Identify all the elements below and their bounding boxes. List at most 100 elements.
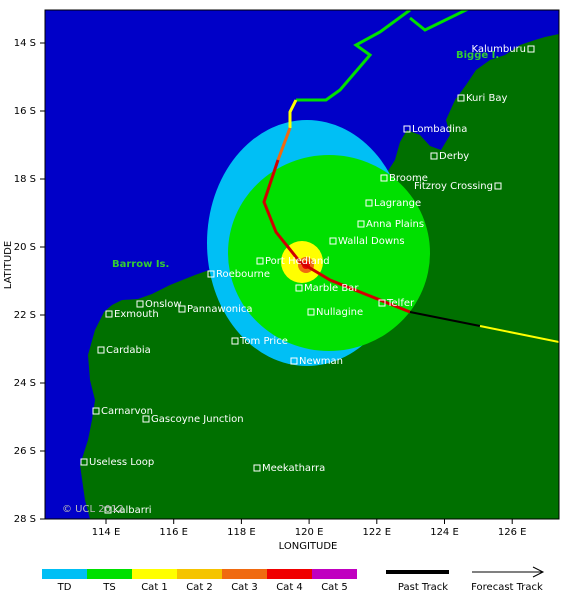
- legend-swatch: [132, 569, 177, 579]
- y-axis-label: LATITUDE: [3, 241, 14, 289]
- legend: TD TS Cat 1 Cat 2 Cat 3 Cat 4 Cat 5 Past Track F…: [42, 566, 545, 593]
- legend-label: Cat 2: [186, 582, 213, 593]
- x-tick-label: 124 E: [430, 527, 459, 538]
- legend-swatch: [177, 569, 222, 579]
- place-label: Wallal Downs: [338, 236, 405, 247]
- place-marker: [380, 174, 388, 182]
- place-marker: [92, 407, 100, 415]
- legend-label: Forecast Track: [471, 582, 543, 593]
- place-label: Carnarvon: [101, 406, 153, 417]
- y-tick-label: 20 S: [14, 242, 36, 253]
- x-tick-label: 118 E: [227, 527, 256, 538]
- place-label: Anna Plains: [366, 219, 424, 230]
- track-forecast: [479, 325, 559, 343]
- place-label: Meekatharra: [262, 463, 325, 474]
- forecast-arrow-head: [532, 566, 545, 578]
- place-marker: [207, 270, 215, 278]
- place-marker: [329, 237, 337, 245]
- place-marker: [105, 310, 113, 318]
- place-marker: [178, 305, 186, 313]
- place-label: Gascoyne Junction: [151, 414, 244, 425]
- place-marker: [97, 346, 105, 354]
- legend-swatch: [267, 569, 312, 579]
- place-label: Newman: [299, 356, 343, 367]
- y-tick-label: 18 S: [14, 174, 36, 185]
- place-marker: [307, 308, 315, 316]
- place-marker: [290, 357, 298, 365]
- place-label: Fitzroy Crossing: [414, 181, 493, 192]
- place-marker: [80, 458, 88, 466]
- island-label: Barrow Is.: [112, 259, 169, 270]
- legend-label: Past Track: [398, 582, 448, 593]
- place-marker: [357, 220, 365, 228]
- place-label: Onslow: [145, 299, 182, 310]
- place-marker: [378, 299, 386, 307]
- place-label: Telfer: [386, 298, 415, 309]
- y-tick-label: 22 S: [14, 310, 36, 321]
- legend-label: TS: [102, 582, 115, 593]
- ts-wind-radius: [228, 155, 430, 351]
- y-tick-label: 16 S: [14, 106, 36, 117]
- legend-label: Cat 1: [141, 582, 168, 593]
- place-label: Derby: [439, 151, 469, 162]
- place-label: Cardabia: [106, 345, 151, 356]
- place-marker: [253, 464, 261, 472]
- place-marker: [104, 506, 112, 514]
- track-cat3: [276, 127, 292, 161]
- place-marker: [494, 182, 502, 190]
- x-axis-label: LONGITUDE: [279, 541, 338, 552]
- place-marker: [365, 199, 373, 207]
- map-frame: [44, 9, 560, 520]
- legend-label: Cat 5: [321, 582, 348, 593]
- track-ts: [409, 10, 470, 32]
- legend-swatch: [87, 569, 132, 579]
- place-label: Tom Price: [239, 336, 288, 347]
- island-label: Bigge I.: [456, 50, 499, 61]
- place-marker: [295, 284, 303, 292]
- track-cat4: [262, 159, 411, 314]
- place-label: Lagrange: [374, 198, 421, 209]
- legend-swatch: [42, 569, 87, 579]
- place-marker: [142, 415, 150, 423]
- places: Kalumburu Kuri Bay Lombadina Derby BroomeFit…: [62, 44, 535, 516]
- place-marker: [256, 257, 264, 265]
- x-tick-label: 116 E: [159, 527, 188, 538]
- place-label: Marble Bar: [304, 283, 359, 294]
- place-marker: [231, 337, 239, 345]
- y-tick-label: 24 S: [14, 378, 36, 389]
- place-label: Roebourne: [216, 269, 270, 280]
- y-tick-label: 28 S: [14, 514, 36, 525]
- legend-label: Cat 3: [231, 582, 258, 593]
- map: Kalumburu Kuri Bay Lombadina Derby BroomeFit…: [45, 10, 559, 519]
- legend-swatch: [312, 569, 357, 579]
- y-tick-label: 14 S: [14, 38, 36, 49]
- place-marker: [527, 45, 535, 53]
- place-label: Kuri Bay: [466, 93, 507, 104]
- place-marker: [430, 152, 438, 160]
- x-tick-label: 114 E: [92, 527, 121, 538]
- y-tick-label: 26 S: [14, 446, 36, 457]
- copyright: © UCL 2012: [62, 504, 124, 515]
- legend-label: Cat 4: [276, 582, 303, 593]
- place-label: Exmouth: [114, 309, 159, 320]
- place-marker: [457, 94, 465, 102]
- place-label: Pannawonica: [187, 304, 253, 315]
- place-label: Nullagine: [316, 307, 363, 318]
- track-ts: [296, 10, 411, 102]
- legend-label: TD: [57, 582, 72, 593]
- place-label: Port Hedland: [265, 256, 330, 267]
- x-tick-label: 120 E: [295, 527, 324, 538]
- place-marker: [403, 125, 411, 133]
- place-label: Useless Loop: [89, 457, 154, 468]
- place-label: Lombadina: [412, 124, 467, 135]
- legend-swatch: [222, 569, 267, 579]
- place-label: Broome: [389, 173, 428, 184]
- x-tick-label: 122 E: [363, 527, 392, 538]
- track-cat1: [288, 99, 298, 128]
- place-marker: [136, 300, 144, 308]
- place-label: Kalbarri: [113, 505, 152, 516]
- track-forecast: [409, 311, 481, 327]
- place-label: Kalumburu: [471, 44, 526, 55]
- x-tick-label: 126 E: [498, 527, 527, 538]
